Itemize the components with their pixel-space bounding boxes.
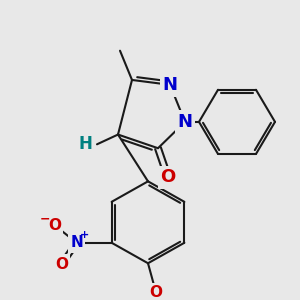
- Text: O: O: [48, 218, 61, 233]
- Text: N: N: [163, 76, 178, 94]
- Text: O: O: [160, 169, 175, 187]
- Text: O: O: [149, 285, 163, 300]
- Text: N: N: [70, 235, 83, 250]
- Text: O: O: [55, 257, 68, 272]
- Text: +: +: [80, 230, 89, 240]
- Text: N: N: [178, 113, 193, 131]
- Text: −: −: [39, 213, 50, 226]
- Text: H: H: [78, 135, 92, 153]
